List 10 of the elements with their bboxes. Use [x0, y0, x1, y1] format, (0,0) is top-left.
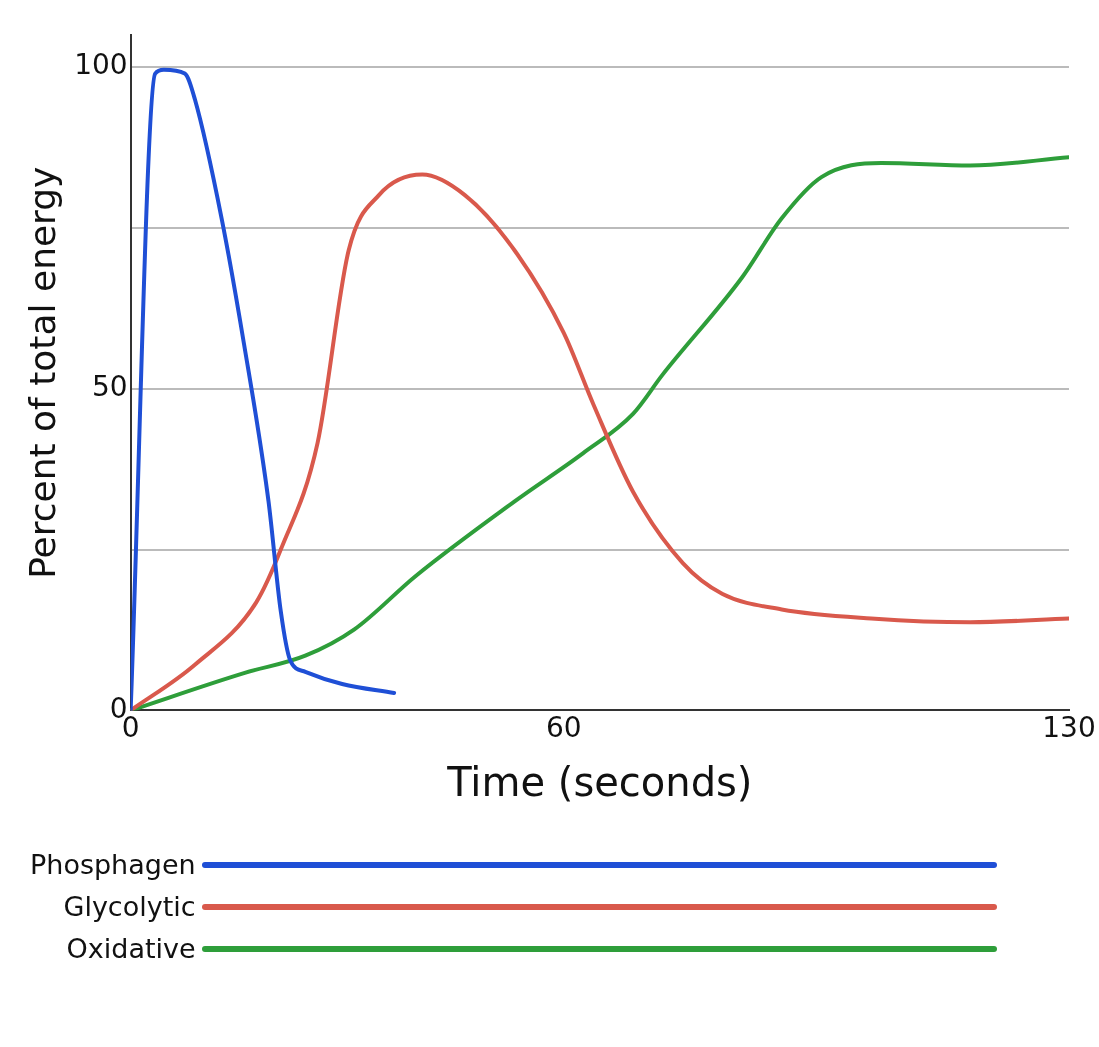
line-series: [130, 67, 397, 711]
legend-label: Oxidative: [66, 933, 196, 964]
y-tick-label: 50: [92, 370, 128, 404]
y-axis-title: Percent of total energy: [21, 166, 63, 579]
y-tick-label: 100: [74, 48, 128, 82]
legend-label: Glycolytic: [63, 891, 196, 922]
x-tick-label: 130: [1042, 711, 1096, 745]
x-tick-label: 60: [545, 711, 582, 745]
x-axis-title: Time (seconds): [446, 759, 753, 806]
legend-label: Phosphagen: [30, 849, 196, 880]
